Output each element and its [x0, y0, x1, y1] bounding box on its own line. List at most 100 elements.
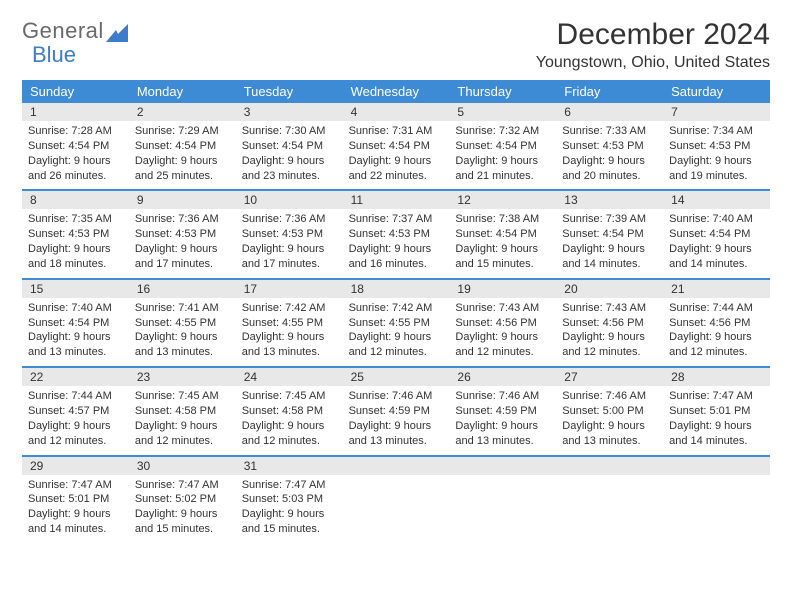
info-line: Daylight: 9 hours — [562, 242, 657, 257]
info-line: Daylight: 9 hours — [28, 242, 123, 257]
info-line: Daylight: 9 hours — [242, 507, 337, 522]
info-line: Sunrise: 7:37 AM — [349, 212, 444, 227]
day-info: Sunrise: 7:43 AMSunset: 4:56 PMDaylight:… — [562, 301, 657, 360]
info-line: Daylight: 9 hours — [28, 419, 123, 434]
info-line: Sunset: 4:59 PM — [349, 404, 444, 419]
info-line: and 21 minutes. — [455, 169, 550, 184]
day-number: 31 — [236, 457, 343, 475]
day-number: 3 — [236, 103, 343, 121]
info-line: Daylight: 9 hours — [349, 330, 444, 345]
day-cell: Sunrise: 7:46 AMSunset: 5:00 PMDaylight:… — [556, 386, 663, 454]
info-line: Sunset: 4:54 PM — [28, 139, 123, 154]
info-line: Daylight: 9 hours — [242, 330, 337, 345]
day-number: 16 — [129, 280, 236, 298]
info-line: Sunrise: 7:47 AM — [135, 478, 230, 493]
day-info: Sunrise: 7:35 AMSunset: 4:53 PMDaylight:… — [28, 212, 123, 271]
info-line: Sunset: 4:55 PM — [349, 316, 444, 331]
info-line: and 14 minutes. — [669, 434, 764, 449]
day-info: Sunrise: 7:32 AMSunset: 4:54 PMDaylight:… — [455, 124, 550, 183]
info-line: Sunrise: 7:47 AM — [28, 478, 123, 493]
location-text: Youngstown, Ohio, United States — [536, 54, 770, 72]
day-number: 22 — [22, 368, 129, 386]
day-info: Sunrise: 7:34 AMSunset: 4:53 PMDaylight:… — [669, 124, 764, 183]
week-row: Sunrise: 7:44 AMSunset: 4:57 PMDaylight:… — [22, 386, 770, 456]
info-line: and 13 minutes. — [28, 345, 123, 360]
info-line: and 12 minutes. — [562, 345, 657, 360]
day-info: Sunrise: 7:40 AMSunset: 4:54 PMDaylight:… — [28, 301, 123, 360]
info-line: Sunset: 4:54 PM — [669, 227, 764, 242]
day-info: Sunrise: 7:42 AMSunset: 4:55 PMDaylight:… — [349, 301, 444, 360]
info-line: and 12 minutes. — [455, 345, 550, 360]
day-cell: Sunrise: 7:46 AMSunset: 4:59 PMDaylight:… — [343, 386, 450, 454]
info-line: and 19 minutes. — [669, 169, 764, 184]
info-line: Sunset: 5:01 PM — [28, 492, 123, 507]
info-line: and 12 minutes. — [349, 345, 444, 360]
day-info: Sunrise: 7:46 AMSunset: 4:59 PMDaylight:… — [349, 389, 444, 448]
day-info: Sunrise: 7:28 AMSunset: 4:54 PMDaylight:… — [28, 124, 123, 183]
info-line: Sunset: 4:53 PM — [242, 227, 337, 242]
info-line: Daylight: 9 hours — [135, 242, 230, 257]
day-number: 9 — [129, 191, 236, 209]
day-number: 18 — [343, 280, 450, 298]
info-line: Sunset: 5:01 PM — [669, 404, 764, 419]
info-line: and 20 minutes. — [562, 169, 657, 184]
day-number: 19 — [449, 280, 556, 298]
day-cell: Sunrise: 7:40 AMSunset: 4:54 PMDaylight:… — [22, 298, 129, 366]
info-line: Sunset: 4:59 PM — [455, 404, 550, 419]
info-line: Sunset: 5:03 PM — [242, 492, 337, 507]
page-header: General December 2024 Youngstown, Ohio, … — [22, 18, 770, 72]
info-line: and 17 minutes. — [135, 257, 230, 272]
day-cell: Sunrise: 7:42 AMSunset: 4:55 PMDaylight:… — [236, 298, 343, 366]
week-row: Sunrise: 7:35 AMSunset: 4:53 PMDaylight:… — [22, 209, 770, 279]
info-line: Daylight: 9 hours — [669, 419, 764, 434]
day-cell: Sunrise: 7:43 AMSunset: 4:56 PMDaylight:… — [556, 298, 663, 366]
info-line: Sunrise: 7:45 AM — [135, 389, 230, 404]
info-line: and 13 minutes. — [562, 434, 657, 449]
info-line: Sunrise: 7:46 AM — [349, 389, 444, 404]
day-cell: Sunrise: 7:47 AMSunset: 5:01 PMDaylight:… — [22, 475, 129, 543]
info-line: Sunrise: 7:35 AM — [28, 212, 123, 227]
day-number-row: 1234567 — [22, 103, 770, 121]
day-header: Saturday — [663, 80, 770, 103]
info-line: Daylight: 9 hours — [562, 154, 657, 169]
day-info: Sunrise: 7:47 AMSunset: 5:03 PMDaylight:… — [242, 478, 337, 537]
day-cell — [449, 475, 556, 543]
day-number — [556, 457, 663, 475]
info-line: Daylight: 9 hours — [28, 154, 123, 169]
day-info: Sunrise: 7:33 AMSunset: 4:53 PMDaylight:… — [562, 124, 657, 183]
day-header: Monday — [129, 80, 236, 103]
info-line: Daylight: 9 hours — [455, 242, 550, 257]
info-line: and 26 minutes. — [28, 169, 123, 184]
day-header: Friday — [556, 80, 663, 103]
day-cell: Sunrise: 7:35 AMSunset: 4:53 PMDaylight:… — [22, 209, 129, 277]
info-line: Daylight: 9 hours — [28, 507, 123, 522]
info-line: Daylight: 9 hours — [669, 242, 764, 257]
day-number: 8 — [22, 191, 129, 209]
info-line: Daylight: 9 hours — [135, 419, 230, 434]
day-number: 30 — [129, 457, 236, 475]
info-line: Sunset: 4:53 PM — [28, 227, 123, 242]
info-line: and 18 minutes. — [28, 257, 123, 272]
info-line: Sunrise: 7:47 AM — [669, 389, 764, 404]
info-line: Sunrise: 7:32 AM — [455, 124, 550, 139]
day-number: 20 — [556, 280, 663, 298]
day-number: 10 — [236, 191, 343, 209]
day-info: Sunrise: 7:44 AMSunset: 4:57 PMDaylight:… — [28, 389, 123, 448]
info-line: Sunrise: 7:38 AM — [455, 212, 550, 227]
day-cell: Sunrise: 7:45 AMSunset: 4:58 PMDaylight:… — [236, 386, 343, 454]
day-cell: Sunrise: 7:44 AMSunset: 4:57 PMDaylight:… — [22, 386, 129, 454]
day-cell: Sunrise: 7:43 AMSunset: 4:56 PMDaylight:… — [449, 298, 556, 366]
day-cell: Sunrise: 7:38 AMSunset: 4:54 PMDaylight:… — [449, 209, 556, 277]
info-line: Sunset: 4:53 PM — [349, 227, 444, 242]
day-info: Sunrise: 7:43 AMSunset: 4:56 PMDaylight:… — [455, 301, 550, 360]
day-number: 5 — [449, 103, 556, 121]
info-line: Sunset: 5:00 PM — [562, 404, 657, 419]
day-number: 7 — [663, 103, 770, 121]
day-cell: Sunrise: 7:36 AMSunset: 4:53 PMDaylight:… — [129, 209, 236, 277]
info-line: Sunset: 4:55 PM — [135, 316, 230, 331]
day-number: 11 — [343, 191, 450, 209]
info-line: Daylight: 9 hours — [562, 330, 657, 345]
info-line: and 13 minutes. — [455, 434, 550, 449]
day-info: Sunrise: 7:36 AMSunset: 4:53 PMDaylight:… — [242, 212, 337, 271]
info-line: Daylight: 9 hours — [455, 419, 550, 434]
